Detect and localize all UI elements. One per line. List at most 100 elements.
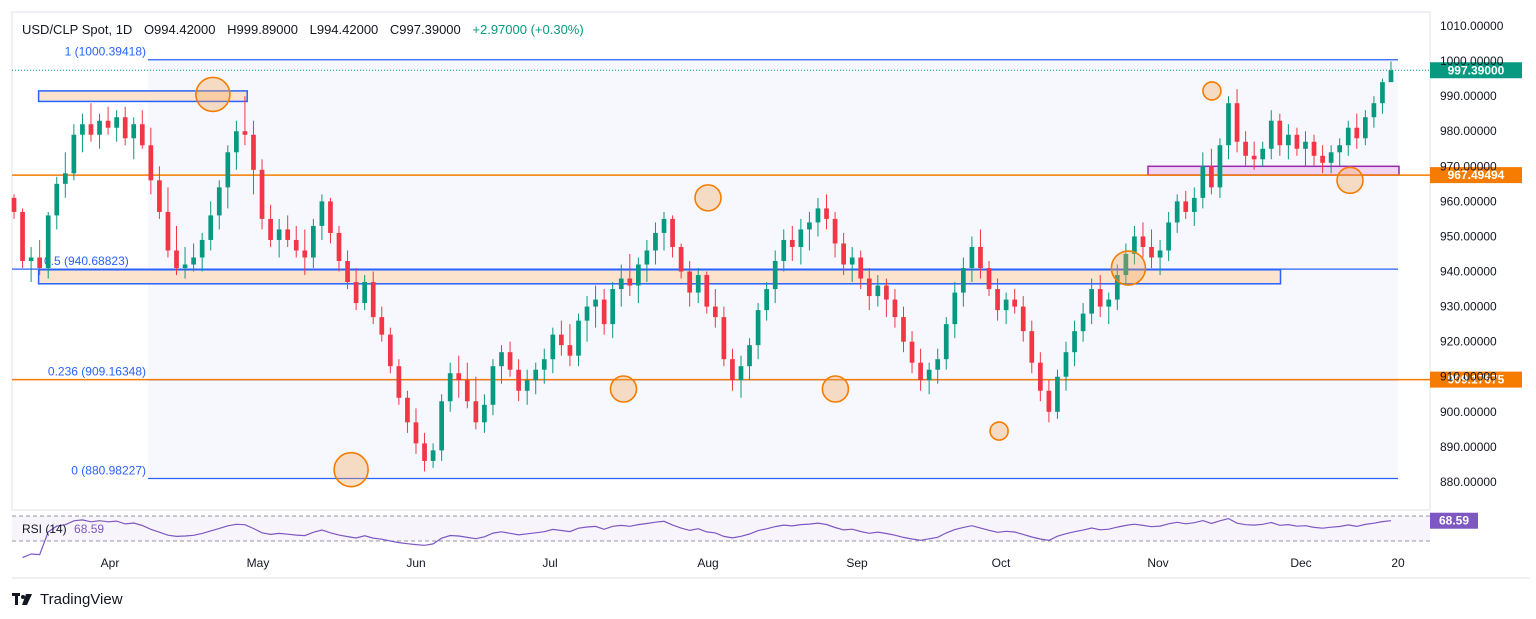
candle <box>969 236 975 283</box>
candle-body <box>499 352 504 367</box>
candle <box>191 243 196 272</box>
candle-body <box>892 299 898 318</box>
candle-body <box>1012 299 1018 307</box>
chart-header: USD/CLP Spot, 1D O994.42000 H999.89000 L… <box>22 22 592 37</box>
candle-body <box>251 134 256 170</box>
candle-body <box>405 397 410 423</box>
rsi-label[interactable]: RSI (14) <box>22 522 67 536</box>
candle-body <box>439 401 444 451</box>
change-value: +2.97000 (+0.30%) <box>472 22 584 37</box>
candle-body <box>1132 236 1137 254</box>
candle <box>824 194 829 230</box>
candle <box>978 229 983 279</box>
candle <box>961 257 966 307</box>
candle-body <box>721 317 727 360</box>
candle-body <box>370 282 376 318</box>
candle <box>764 282 769 321</box>
candle <box>935 348 941 384</box>
candle <box>918 348 923 391</box>
rsi-band-fill <box>12 516 1430 541</box>
candle <box>559 320 564 356</box>
candle <box>781 229 787 272</box>
candle <box>1371 96 1377 128</box>
candles-layer <box>11 61 1394 472</box>
candle-body <box>866 278 872 297</box>
candle-body <box>447 373 453 402</box>
candle-body <box>208 215 214 240</box>
candle <box>293 225 299 258</box>
candle-body <box>28 257 34 261</box>
candle <box>576 313 581 367</box>
rsi-badge <box>1430 512 1478 529</box>
candle-body <box>1268 120 1274 149</box>
candle-body <box>1063 352 1069 377</box>
candle-body <box>174 250 179 269</box>
x-tick-label: 20 <box>1391 556 1405 570</box>
candle <box>11 194 17 219</box>
x-tick-label: Dec <box>1290 556 1311 570</box>
support-price-badge <box>1430 167 1522 184</box>
candle <box>97 113 102 149</box>
candle <box>1354 113 1360 149</box>
candle-body <box>798 229 804 247</box>
candle <box>593 285 598 328</box>
candle-body <box>618 278 624 290</box>
candle-body <box>644 250 650 265</box>
candle-body <box>935 359 941 370</box>
candle <box>88 103 94 142</box>
candle-body <box>841 243 846 265</box>
candle <box>644 239 650 283</box>
candle <box>952 282 958 339</box>
candle-body <box>379 317 385 335</box>
candle-body <box>772 261 778 290</box>
candle-body <box>678 246 684 272</box>
symbol-label[interactable]: USD/CLP Spot, 1D <box>22 22 133 37</box>
candle-body <box>199 239 205 258</box>
candle <box>499 345 504 384</box>
candle-body <box>781 239 787 261</box>
y-tick-label: 990.00000 <box>1440 89 1497 103</box>
candle <box>892 289 898 328</box>
candle-body <box>849 257 855 265</box>
candle <box>62 152 68 198</box>
candle-body <box>1328 152 1334 163</box>
rsi-pane: 68.59 <box>12 512 1478 559</box>
candle <box>1132 225 1137 265</box>
candle-body <box>122 117 128 139</box>
candle <box>182 246 188 279</box>
candle-body <box>909 341 915 363</box>
candle-body <box>1166 222 1171 251</box>
candle-body <box>259 169 265 219</box>
candle <box>695 268 701 304</box>
support-price-label: 909.17675 <box>1448 373 1505 387</box>
highlight-circle <box>1336 166 1364 195</box>
candle-body <box>738 366 744 381</box>
candle-body <box>1149 246 1154 258</box>
candle <box>712 289 718 328</box>
candle-body <box>1303 141 1308 149</box>
candle-body <box>670 218 675 247</box>
candle-body <box>1380 82 1385 104</box>
x-tick-label: Jun <box>406 556 425 570</box>
candle-body <box>148 145 154 181</box>
candle <box>310 218 316 269</box>
candle <box>875 275 881 307</box>
candle-body <box>37 257 43 269</box>
candle <box>1328 145 1334 174</box>
candle-body <box>610 289 616 325</box>
candle <box>524 369 530 405</box>
mid-zone <box>37 269 1282 285</box>
highlight-circle <box>694 184 722 212</box>
candle <box>1260 141 1266 167</box>
candle-body <box>507 352 513 370</box>
candle-body <box>926 369 932 381</box>
candle-body <box>1200 166 1206 198</box>
candle-body <box>97 120 102 135</box>
candle <box>225 145 231 209</box>
highlight-circle <box>195 76 231 113</box>
last-price-badge <box>1430 62 1522 79</box>
candle-body <box>1003 299 1009 311</box>
candle <box>473 376 479 430</box>
brand-name: TradingView <box>40 591 123 608</box>
tradingview-brand[interactable]: TradingView <box>12 591 123 608</box>
